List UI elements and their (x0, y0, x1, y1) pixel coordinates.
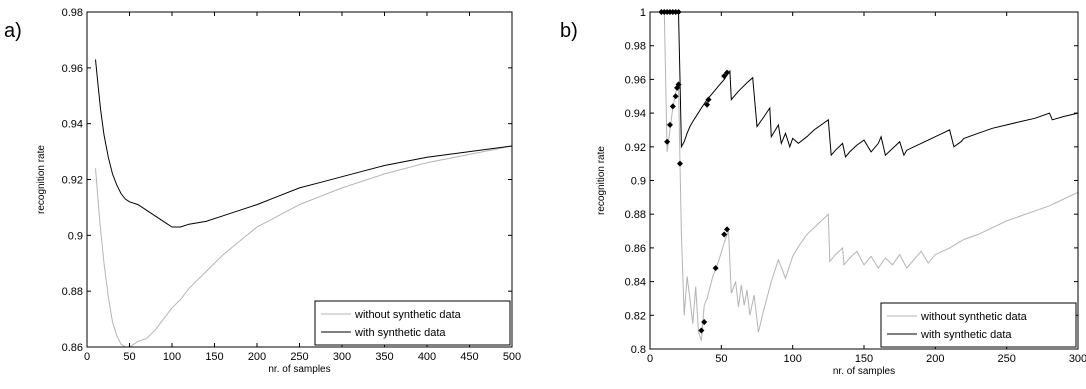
x-tick-label-5: 250 (997, 353, 1015, 365)
chart-a: 0 50 100 150 200 250 300 350 400 450 500 0.86 0.88 0.… (30, 0, 530, 389)
series-line-1 (96, 60, 513, 228)
x-axis-label: nr. of samples (268, 364, 330, 375)
x-tick-label-1: 50 (715, 353, 727, 365)
legend-label-1: with synthetic data (354, 327, 446, 339)
y-tick-label-10: 1 (640, 7, 646, 19)
x-tick-label-2: 100 (783, 353, 801, 365)
x-tick-label-0: 0 (647, 353, 653, 365)
y-tick-label-9: 0.98 (625, 41, 646, 53)
y-axis-label: recognition rate (596, 146, 607, 215)
y-tick-label-1: 0.82 (625, 310, 646, 322)
y-tick-label-2: 0.84 (625, 277, 646, 289)
axes-box (87, 12, 512, 347)
diamond-marker-10 (673, 94, 678, 99)
x-tick-label-1: 50 (123, 351, 135, 363)
legend-label-1: with synthetic data (920, 329, 1012, 341)
y-tick-label-4: 0.94 (62, 119, 83, 131)
x-tick-label-2: 100 (163, 351, 181, 363)
y-tick-label-3: 0.92 (62, 175, 83, 187)
series-line-1 (650, 12, 1078, 157)
x-tick-label-10: 500 (503, 351, 521, 363)
y-tick-label-1: 0.88 (62, 286, 83, 298)
diamond-marker-16 (713, 266, 718, 271)
x-tick-label-4: 200 (248, 351, 266, 363)
y-tick-label-2: 0.9 (68, 230, 83, 242)
y-tick-label-5: 0.9 (631, 176, 646, 188)
x-tick-label-6: 300 (1069, 353, 1086, 365)
x-tick-label-8: 400 (418, 351, 436, 363)
diamond-marker-9 (670, 104, 675, 109)
y-tick-label-5: 0.96 (62, 63, 83, 75)
diamond-marker-17 (722, 232, 727, 237)
y-tick-label-0: 0.8 (631, 344, 646, 356)
panel-label-a: a) (4, 20, 22, 43)
x-tick-label-0: 0 (84, 351, 90, 363)
y-tick-label-7: 0.94 (625, 108, 646, 120)
y-tick-label-6: 0.92 (625, 142, 646, 154)
y-axis-label: recognition rate (36, 145, 47, 214)
x-tick-label-5: 250 (290, 351, 308, 363)
y-tick-label-4: 0.88 (625, 209, 646, 221)
y-tick-label-8: 0.96 (625, 74, 646, 86)
axes-box (650, 12, 1078, 349)
x-tick-label-6: 300 (333, 351, 351, 363)
series-line-0 (664, 12, 1078, 341)
legend-label-0: without synthetic data (920, 311, 1028, 323)
panel-label-b: b) (560, 20, 578, 43)
y-tick-label-3: 0.86 (625, 243, 646, 255)
y-tick-label-0: 0.86 (62, 342, 83, 354)
x-tick-label-3: 150 (205, 351, 223, 363)
diamond-marker-13 (677, 161, 682, 166)
chart-b: 0 50 100 150 200 250 300 0.8 0.82 0.84 0.86 0.88 0.9… (590, 0, 1086, 389)
y-tick-label-6: 0.98 (62, 7, 83, 19)
x-tick-label-7: 350 (375, 351, 393, 363)
diamond-marker-14 (699, 328, 704, 333)
x-tick-label-9: 450 (460, 351, 478, 363)
legend-label-0: without synthetic data (354, 309, 462, 321)
x-axis-label: nr. of samples (833, 366, 895, 377)
diamond-marker-8 (667, 122, 672, 127)
x-tick-label-3: 150 (855, 353, 873, 365)
x-tick-label-4: 200 (926, 353, 944, 365)
diamond-marker-20 (706, 97, 711, 102)
